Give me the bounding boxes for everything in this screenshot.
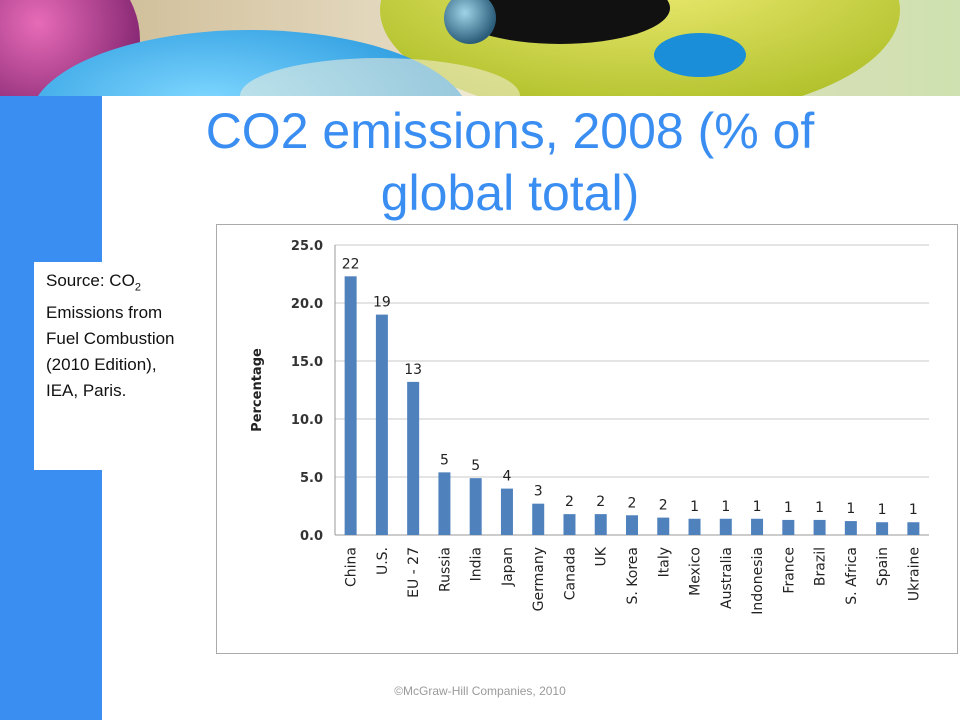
category-label: China [344,547,360,587]
category-label: India [469,547,485,581]
source-prefix: Source: CO [46,271,135,290]
category-label: S. Africa [844,547,860,605]
bar-france [782,519,795,535]
category-label: Indonesia [750,547,766,615]
bar-canada [563,514,576,535]
copyright-footer: ©McGraw-Hill Companies, 2010 [394,684,566,698]
category-label: Canada [562,547,578,600]
bar-s-africa [844,521,857,535]
bar-uk [594,514,607,535]
category-label: U.S. [375,547,391,575]
category-label: Mexico [688,547,704,596]
bar-indonesia [751,518,764,535]
decorative-spheres [0,0,960,96]
data-label: 1 [909,502,918,518]
category-label: S. Korea [625,547,641,604]
bar-s-korea [626,515,638,535]
data-label: 1 [721,499,730,515]
data-label: 5 [440,452,449,468]
y-tick-label: 15.0 [291,355,323,370]
data-label: 3 [534,484,543,500]
data-label: 19 [373,295,391,311]
source-rest: Emissions from Fuel Combustion (2010 Edi… [46,303,175,401]
category-label: France [781,547,797,594]
bar-chart: 0.05.010.015.020.025.0Percentage22China1… [250,239,929,615]
category-label: Brazil [813,547,829,586]
labels: 0.05.010.015.020.025.0Percentage22China1… [250,239,922,615]
bar-eu-27 [407,381,420,535]
category-label: Australia [719,547,735,609]
data-label: 1 [846,501,855,517]
bar-australia [719,518,732,535]
data-label: 13 [404,362,422,378]
y-tick-label: 0.0 [300,529,323,544]
bar-u-s- [375,314,388,535]
data-label: 2 [628,495,637,511]
chart-frame: 0.0 5.0 10.0 15.0 20.0 25.0 Percentage 22 China 1… [216,224,958,654]
data-label: 5 [471,458,480,474]
category-label: Italy [656,547,672,577]
data-label: 2 [565,494,574,510]
data-label: 1 [815,500,824,516]
category-label: Ukraine [906,547,922,601]
bar-japan [500,488,513,535]
data-label: 2 [596,494,605,510]
y-tick-label: 25.0 [291,239,323,254]
category-label: Germany [531,547,547,611]
header-banner-image [0,0,960,96]
bar-brazil [813,519,826,535]
data-label: 1 [690,499,699,515]
bar-italy [657,517,670,535]
data-label: 1 [784,500,793,516]
bar-india [469,478,482,535]
y-axis-title: Percentage [250,348,265,432]
source-box: Source: CO2 Emissions from Fuel Combusti… [34,262,186,470]
bars [344,276,920,535]
gridlines [334,244,929,536]
data-label: 22 [342,256,360,272]
y-tick-label: 10.0 [291,413,323,428]
bar-ukraine [907,522,920,535]
category-label: UK [594,546,610,566]
y-tick-label: 5.0 [300,471,323,486]
bar-germany [532,503,545,535]
category-label: Spain [875,547,891,586]
category-label: EU - 27 [406,547,422,598]
category-label: Japan [500,547,516,587]
source-subscript: 2 [134,281,141,294]
bar-mexico [688,518,701,535]
source-citation: Source: CO2 Emissions from Fuel Combusti… [34,262,186,404]
data-label: 1 [753,499,762,515]
category-label: Russia [437,547,453,592]
slide-title: CO2 emissions, 2008 (% of global total) [205,103,815,221]
data-label: 4 [502,469,511,485]
y-tick-label: 20.0 [291,297,323,312]
bar-china [344,276,357,535]
data-label: 2 [659,498,668,514]
bar-russia [438,472,451,535]
bar-spain [876,522,889,535]
data-label: 1 [878,502,887,518]
